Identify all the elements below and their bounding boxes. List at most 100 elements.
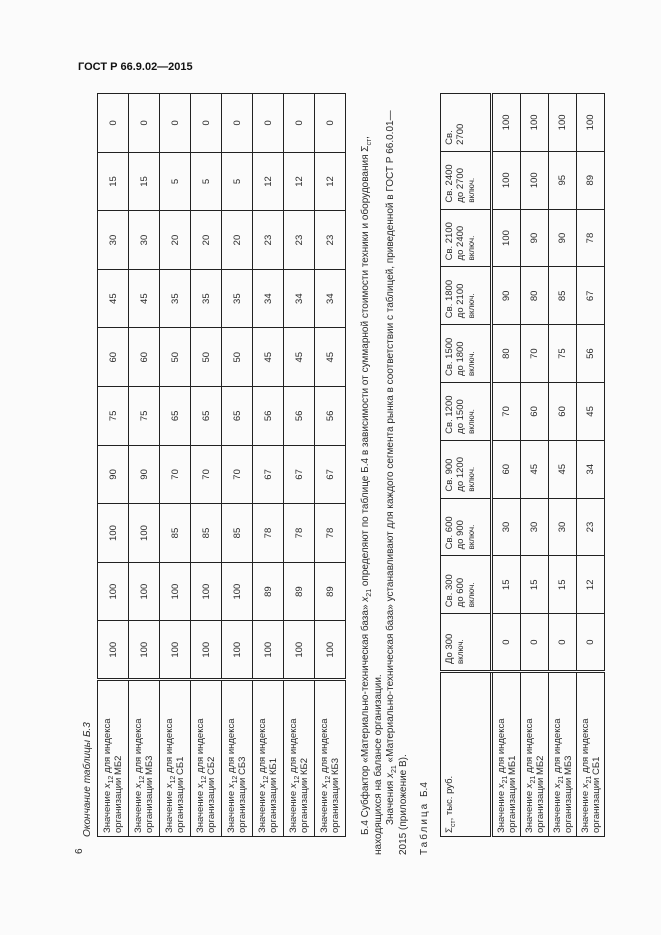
table-cell: 45 xyxy=(314,327,346,387)
table-cell: 50 xyxy=(221,327,253,387)
row-label: Значение x12 для индекса организации МБ2 xyxy=(97,679,129,837)
row-label: Значение x12 для индекса организации КБ2 xyxy=(283,679,315,837)
table-cell: 70 xyxy=(221,445,253,504)
variable-symbol: x xyxy=(257,783,268,789)
table-cell: 0 xyxy=(283,93,315,153)
table-caption-word: Таблица xyxy=(419,801,430,855)
table-cell: 78 xyxy=(283,503,315,563)
table-cell: 20 xyxy=(190,210,222,270)
paragraph-b4: Б.4 Субфактор «Материально-техническая б… xyxy=(360,95,385,855)
table-cell: 0 xyxy=(221,93,253,153)
table-cell: 30 xyxy=(548,498,577,556)
table-cell: 23 xyxy=(576,498,605,556)
column-header: Св. 1800 до 2100 включ. xyxy=(440,266,492,325)
table-row: Значение x21 для индекса организации МБ2… xyxy=(520,93,549,837)
column-header-line: Св. 1500 xyxy=(444,337,455,377)
text-run: Значения xyxy=(385,778,396,825)
column-header-line: Св. 1200 xyxy=(444,395,455,434)
column-header-line: 2700 xyxy=(455,123,466,145)
column-header-note: включ. xyxy=(467,409,476,434)
table-cell: 35 xyxy=(190,269,222,328)
table-cell: 100 xyxy=(520,151,549,210)
column-header: До 300 включ. xyxy=(440,613,492,672)
table-cell: 0 xyxy=(576,613,605,672)
table-cell: 12 xyxy=(283,152,315,211)
table-cell: 75 xyxy=(97,386,129,446)
table-cell: 90 xyxy=(491,266,521,325)
subscript: 21 xyxy=(366,588,373,597)
table-cell: 0 xyxy=(128,93,160,153)
table-cell: 35 xyxy=(159,269,191,328)
table-b4: Σст, тыс. руб. До 300 включ. Св. 300 до 600 в… xyxy=(440,93,605,837)
table-cell: 85 xyxy=(221,503,253,563)
table-row: Значение x21 для индекса организации МБ3… xyxy=(548,93,577,837)
table-cell: 75 xyxy=(128,386,160,446)
variable-symbol: x xyxy=(288,783,299,789)
table-row: Значение x12 для индекса организации КБ2… xyxy=(283,93,315,837)
variable-symbol: x xyxy=(495,783,507,789)
table-cell: 34 xyxy=(576,440,605,499)
row-label: Значение x12 для индекса организации СБ1 xyxy=(159,679,191,837)
table-row: Значение x12 для индекса организации МБ3… xyxy=(128,93,160,837)
table-cell: 45 xyxy=(252,327,284,387)
table-cell: 0 xyxy=(520,613,549,672)
variable-subscript: 21 xyxy=(529,775,537,784)
variable-subscript: 12 xyxy=(107,775,115,784)
table-cell: 100 xyxy=(159,620,191,680)
row-label: Значение x21 для индекса организации СБ1 xyxy=(576,671,605,837)
table-cell: 85 xyxy=(190,503,222,563)
column-header-line: Св. 2100 xyxy=(444,222,455,261)
table-cell: 60 xyxy=(520,382,549,441)
table-cell: 30 xyxy=(491,498,521,556)
table-cell: 0 xyxy=(190,93,222,153)
column-header-line: до 1500 xyxy=(455,399,466,434)
table-cell: 15 xyxy=(520,555,549,614)
table-cell: 56 xyxy=(283,386,315,446)
row-label: Значение x21 для индекса организации МБ2 xyxy=(520,671,549,837)
table-cell: 45 xyxy=(283,327,315,387)
column-header: Св. 300 до 600 включ. xyxy=(440,555,492,614)
paragraph-values-note: Значения x21 «Материально-техническая ба… xyxy=(385,95,410,855)
table-cell: 100 xyxy=(221,562,253,621)
table-cell: 100 xyxy=(190,562,222,621)
table-cell: 80 xyxy=(520,266,549,325)
variable-symbol: x xyxy=(164,783,175,789)
column-header-line: до 2100 xyxy=(455,283,466,319)
row-label: Значение x12 для индекса организации СБ3 xyxy=(221,679,253,837)
table-cell: 56 xyxy=(576,324,605,383)
table-cell: 45 xyxy=(520,440,549,499)
variable-symbol: x xyxy=(226,783,237,789)
table-cell: 15 xyxy=(491,555,521,614)
table-row: Значение x21 для индекса организации СБ1… xyxy=(576,93,605,837)
table-cell: 50 xyxy=(190,327,222,387)
table-cell: 65 xyxy=(159,386,191,446)
table-b4-caption: Таблица Б.4 xyxy=(419,782,430,855)
table-cell: 65 xyxy=(221,386,253,446)
row-label: Значение x12 для индекса организации МБ3 xyxy=(128,679,160,837)
table-row: Значение x21 для индекса организации МБ1… xyxy=(491,93,521,837)
table-cell: 95 xyxy=(548,151,577,210)
table-cell: 90 xyxy=(97,445,129,504)
table-cell: 80 xyxy=(491,324,521,383)
column-header: Св. 1500 до 1800 включ. xyxy=(440,324,492,383)
variable-symbol: x xyxy=(360,596,371,602)
column-header-line: до 900 xyxy=(455,520,466,550)
column-header-note: включ. xyxy=(467,293,476,319)
table-cell: 56 xyxy=(314,386,346,446)
variable-symbol: x xyxy=(523,783,535,789)
table-cell: 23 xyxy=(314,210,346,270)
table-cell: 45 xyxy=(97,269,129,328)
table-cell: 20 xyxy=(159,210,191,270)
variable-subscript: 12 xyxy=(138,775,146,784)
table-cell: 100 xyxy=(190,620,222,680)
table-cell: 100 xyxy=(314,620,346,680)
column-header-line: Св. 900 xyxy=(444,458,455,492)
table-cell: 85 xyxy=(159,503,191,563)
table-cell: 12 xyxy=(314,152,346,211)
column-header-line: до 2400 xyxy=(455,225,466,261)
variable-symbol: x xyxy=(579,783,591,789)
column-header-line: Св. xyxy=(444,130,455,145)
column-header-note: включ. xyxy=(467,524,476,550)
table-cell: 0 xyxy=(252,93,284,153)
column-header: Св. 900 до 1200 включ. xyxy=(440,440,492,499)
